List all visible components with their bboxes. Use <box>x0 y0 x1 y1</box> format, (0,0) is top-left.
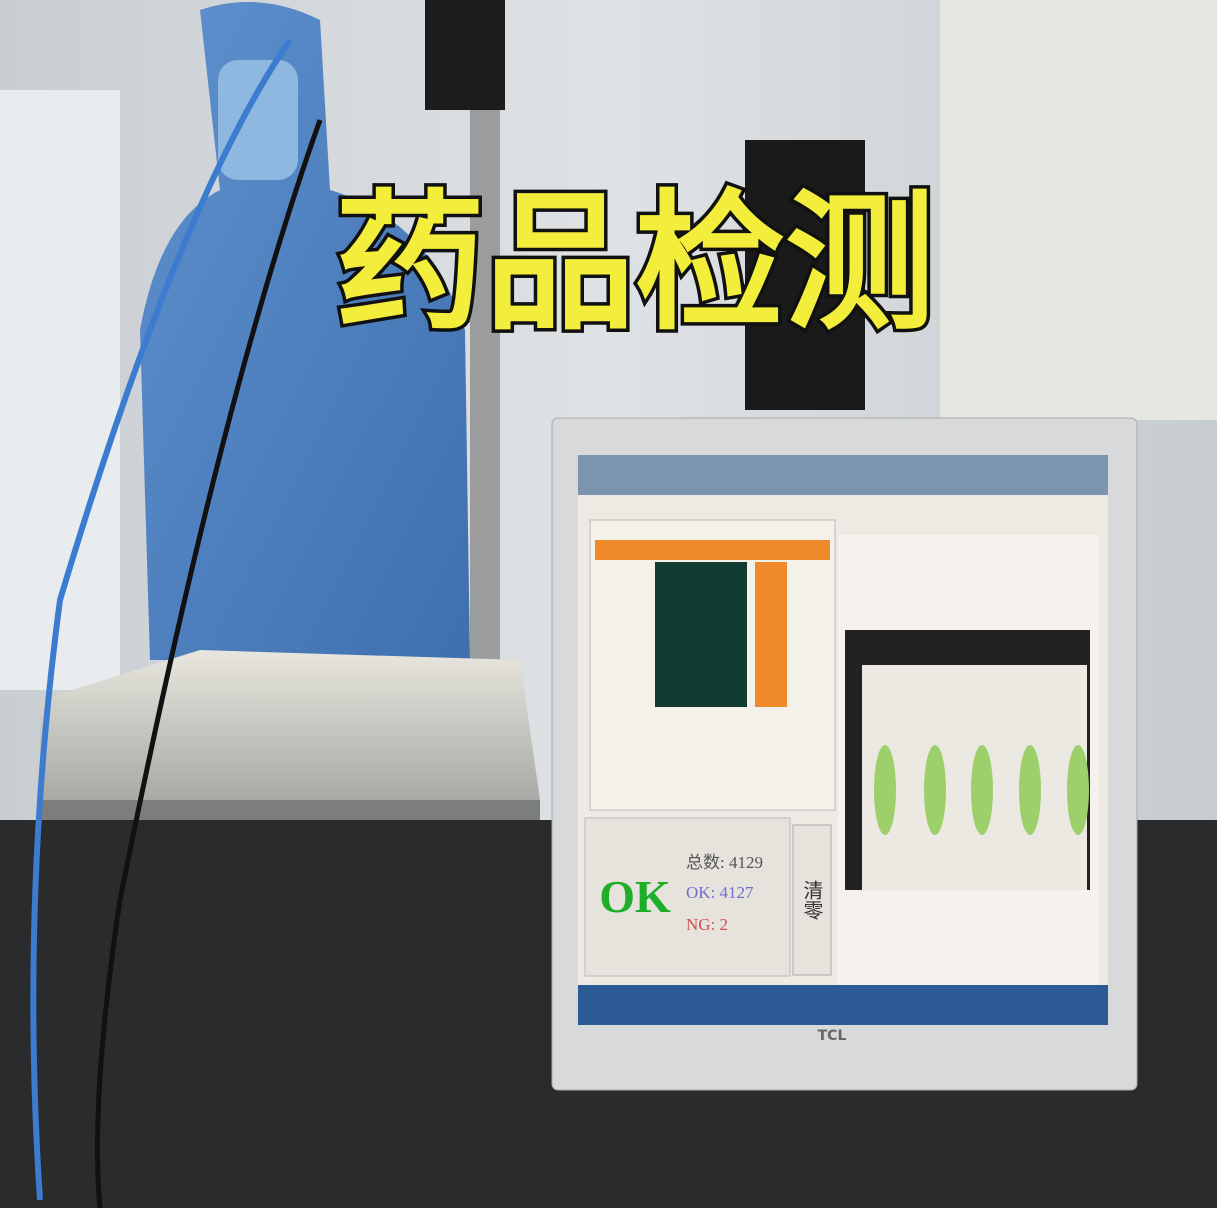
table-cells <box>655 562 747 707</box>
overlay-title: 药品检测 <box>335 177 935 351</box>
reset-label[interactable]: 清零 <box>800 880 824 920</box>
camera-mount <box>425 0 505 110</box>
pills <box>874 745 1089 835</box>
right-person <box>940 0 1217 420</box>
window-bar <box>578 455 1108 495</box>
status-panel <box>584 817 791 977</box>
tray-edge <box>40 800 540 820</box>
table-row-highlight <box>595 540 830 560</box>
face-mask <box>218 60 298 180</box>
stat-total: 总数: 4129 <box>686 853 763 872</box>
stat-ok: OK: 4127 <box>686 883 754 902</box>
stat-ng: NG: 2 <box>686 915 728 934</box>
camera <box>745 140 865 410</box>
monitor-brand: TCL <box>818 1028 847 1044</box>
reset-button[interactable] <box>792 824 832 976</box>
result-label: OK <box>599 871 671 922</box>
cable <box>30 38 293 1201</box>
taskbar <box>578 985 1108 1025</box>
table-status <box>755 562 787 707</box>
pole <box>470 0 500 700</box>
cable <box>95 119 323 1208</box>
